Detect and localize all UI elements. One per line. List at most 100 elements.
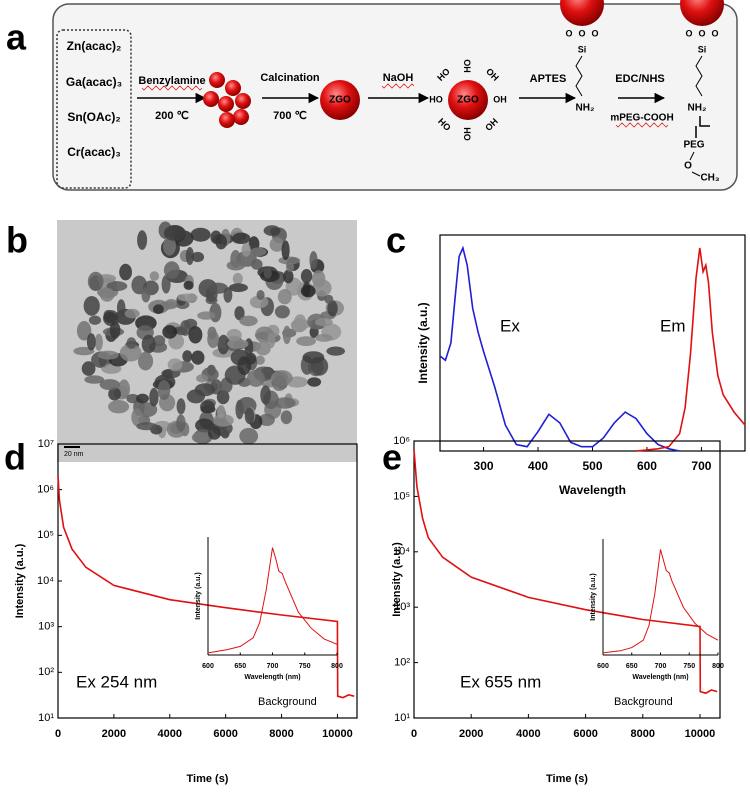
y-tick-label: 10² <box>394 657 410 669</box>
particle <box>167 358 183 372</box>
particle <box>136 393 149 404</box>
particle <box>108 387 121 401</box>
x-tick-label: 700 <box>655 663 667 670</box>
chain <box>575 55 583 97</box>
particle <box>217 404 226 419</box>
particle <box>285 262 295 272</box>
particle <box>212 414 234 427</box>
particle <box>131 408 143 427</box>
particle <box>116 299 126 317</box>
particle <box>250 247 267 257</box>
particle <box>188 326 203 344</box>
nanoparticle <box>225 80 241 96</box>
particle <box>185 247 194 265</box>
nanoparticle <box>235 93 251 109</box>
particle <box>99 287 115 302</box>
particle <box>234 306 245 321</box>
y-axis-label: Intensity (a.u.) <box>195 572 202 619</box>
oxygen: O <box>591 28 598 38</box>
particle <box>83 296 100 316</box>
particle <box>177 293 198 302</box>
particle <box>106 281 128 292</box>
data-line <box>57 475 355 699</box>
x-tick-label: 650 <box>626 663 638 670</box>
particle <box>223 287 233 303</box>
y-tick-label: 10⁵ <box>393 490 410 502</box>
condition: 700 ℃ <box>273 110 307 122</box>
particle <box>97 350 119 360</box>
reagent: Benzylamine <box>138 75 205 87</box>
y-tick-label: 10⁷ <box>38 438 54 450</box>
y-tick-label: 10¹ <box>394 712 410 724</box>
condition: 200 ℃ <box>155 110 189 122</box>
underline <box>381 83 415 89</box>
particle <box>255 341 271 356</box>
particle <box>280 410 293 425</box>
y-tick-label: 10⁵ <box>37 529 54 541</box>
reagent: APTES <box>530 73 567 85</box>
particle <box>81 361 96 376</box>
particle <box>101 363 122 374</box>
particle <box>263 225 281 236</box>
panel-label: c <box>386 220 406 261</box>
x-tick-label: 4000 <box>158 728 182 740</box>
particle <box>271 375 287 391</box>
charts: 300 400 500 600 700 Wavelength Intensity (a.u.… <box>14 234 746 785</box>
y-tick-label: 10⁴ <box>393 546 410 558</box>
x-tick-label: 8000 <box>269 728 293 740</box>
nanoparticle <box>209 72 225 88</box>
particle <box>232 232 251 244</box>
particle <box>237 356 252 376</box>
particle <box>153 304 164 315</box>
particle <box>269 237 285 252</box>
hydroxyl: HO <box>462 59 472 73</box>
particle <box>215 234 227 250</box>
panel-label: d <box>4 437 26 478</box>
particle <box>274 305 290 319</box>
particle <box>119 263 132 281</box>
y-axis-label: Intensity (a.u.) <box>416 302 430 383</box>
particle <box>191 251 205 263</box>
zgo-particle <box>448 80 488 120</box>
particle <box>200 400 215 414</box>
condition: mPEG-COOH <box>610 113 673 124</box>
precursor: Ga(acac)₃ <box>66 75 122 89</box>
particle <box>157 380 171 400</box>
particle <box>162 325 178 339</box>
particle <box>246 369 265 387</box>
x-axis-label: Wavelength <box>559 483 626 497</box>
data-line <box>636 247 746 452</box>
data-line <box>207 547 338 654</box>
plot-frame <box>439 234 746 452</box>
particle <box>136 422 158 431</box>
particle <box>263 268 272 279</box>
annotation: Background <box>258 696 317 708</box>
x-tick-label: 750 <box>683 663 695 670</box>
x-tick-label: 4000 <box>516 728 540 740</box>
data-line <box>439 245 680 452</box>
particle <box>191 350 205 365</box>
particle <box>324 294 334 304</box>
y-tick-label: 10⁶ <box>37 484 54 496</box>
particle <box>226 260 245 271</box>
particle <box>161 275 171 294</box>
particle <box>126 393 140 404</box>
y-tick-label: 10¹ <box>38 712 54 724</box>
particle <box>300 269 313 284</box>
underline <box>615 122 669 128</box>
particle <box>124 308 140 319</box>
panel-label: b <box>6 220 28 261</box>
panel-label: e <box>382 437 402 478</box>
oxygen: O <box>578 28 585 38</box>
chart: 0 2000 4000 6000 8000 10000 10¹ 10² 10³ 10⁴ 10⁵ 10⁶… <box>14 438 358 785</box>
particle <box>137 402 158 418</box>
particle <box>87 271 104 291</box>
y-axis-label: Intensity (a.u.) <box>590 573 597 620</box>
particle <box>315 318 333 327</box>
x-tick-label: 800 <box>712 663 724 670</box>
panel-label: a <box>6 17 27 58</box>
particle <box>293 314 307 331</box>
particle <box>227 339 249 349</box>
amine: NH₂ <box>688 103 707 114</box>
